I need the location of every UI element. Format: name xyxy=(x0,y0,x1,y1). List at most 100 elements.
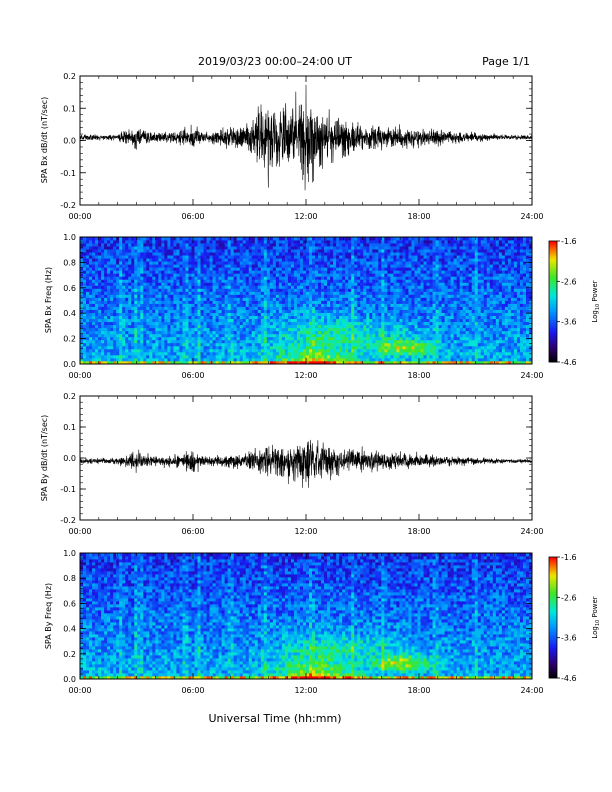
spectrogram-cell xyxy=(339,330,343,335)
spectrogram-cell xyxy=(293,240,298,244)
spectrogram-cell xyxy=(257,282,262,286)
spectrogram-cell xyxy=(263,270,268,274)
spectrogram-cell xyxy=(369,273,373,277)
spectrogram-cell xyxy=(248,354,253,359)
spectrogram-cell xyxy=(230,246,235,250)
spectrogram-cell xyxy=(312,282,316,286)
spectrogram-cell xyxy=(89,297,93,301)
spectrogram-cell xyxy=(128,240,132,244)
spectrogram-cell xyxy=(372,354,376,359)
spectrogram-cell xyxy=(110,252,114,256)
spectrogram-cell xyxy=(420,312,424,317)
spectrogram-cell xyxy=(348,357,352,362)
spectrogram-cell xyxy=(197,354,201,359)
spectrogram-cell xyxy=(324,240,328,244)
spectrogram-cell xyxy=(149,354,153,359)
spectrogram-cell xyxy=(197,285,201,289)
spectrogram-cell xyxy=(164,261,168,265)
spectrogram-cell xyxy=(309,258,313,262)
spectrogram-cell xyxy=(197,336,201,341)
spectrogram-cell xyxy=(327,360,331,365)
spectrogram-cell xyxy=(369,324,373,329)
spectrogram-cell xyxy=(357,300,361,304)
spectrogram-cell xyxy=(290,240,295,244)
spectrogram-cell xyxy=(233,270,238,274)
spectrogram-cell xyxy=(251,237,256,241)
spectrogram-cell xyxy=(384,297,388,301)
spectrogram-cell xyxy=(152,240,156,244)
spectrogram-cell xyxy=(239,261,244,265)
spectrogram-cell xyxy=(408,249,412,253)
spectrogram-cell xyxy=(203,306,207,310)
spectrogram-cell xyxy=(309,252,313,256)
spectrogram-cell xyxy=(426,315,430,320)
spectrogram-cell xyxy=(299,294,304,298)
spectrogram-cell xyxy=(260,360,265,365)
spectrogram-cell xyxy=(354,276,358,280)
spectrogram-cell xyxy=(375,336,379,341)
spectrogram-cell xyxy=(260,291,265,295)
spectrogram-cell xyxy=(245,360,250,365)
spectrogram-cell xyxy=(414,330,418,335)
spectrogram-cell xyxy=(266,270,271,274)
spectrogram-cell xyxy=(218,321,223,326)
spectrogram-cell xyxy=(230,270,235,274)
spectrogram-cell xyxy=(116,333,120,338)
spectrogram-cell xyxy=(200,309,204,313)
spectrogram-cell xyxy=(318,342,322,347)
spectrogram-cell xyxy=(236,333,241,338)
spectrogram-cell xyxy=(248,243,253,247)
spectrogram-cell xyxy=(218,315,223,320)
spectrogram-cell xyxy=(203,360,207,365)
spectrogram-cell xyxy=(393,357,397,362)
spectrogram-cell xyxy=(125,243,129,247)
spectrogram-cell xyxy=(278,300,283,304)
spectrogram-cell xyxy=(83,330,87,335)
spectrogram-cell xyxy=(188,297,192,301)
spectrogram-cell xyxy=(426,246,430,250)
spectrogram-cell xyxy=(206,318,210,323)
spectrogram-cell xyxy=(89,285,93,289)
spectrogram-cell xyxy=(215,327,220,332)
spectrogram-cell xyxy=(137,240,141,244)
spectrogram-cell xyxy=(131,321,135,326)
spectrogram-cell xyxy=(296,303,301,307)
spectrogram-cell xyxy=(408,354,412,359)
spectrogram-cell xyxy=(200,288,204,292)
spectrogram-cell xyxy=(134,285,138,289)
spectrogram-cell xyxy=(426,255,430,259)
spectrogram-cell xyxy=(86,273,90,277)
spectrogram-cell xyxy=(390,336,394,341)
spectrogram-cell xyxy=(354,261,358,265)
spectrogram-cell xyxy=(110,348,114,353)
spectrogram-cell xyxy=(254,321,259,326)
spectrogram-cell xyxy=(378,312,382,317)
spectrogram-cell xyxy=(266,312,271,317)
spectrogram-cell xyxy=(387,249,391,253)
spectrogram-cell xyxy=(339,324,343,329)
spectrogram-cell xyxy=(281,327,286,332)
spectrogram-cell xyxy=(369,336,373,341)
spectrogram-cell xyxy=(95,237,99,241)
spectrogram-cell xyxy=(315,333,319,338)
spectrogram-cell xyxy=(351,321,355,326)
spectrogram-cell xyxy=(333,309,337,313)
spectrogram-cell xyxy=(327,324,331,329)
spectrogram-cell xyxy=(387,291,391,295)
spectrogram-cell xyxy=(224,324,229,329)
spectrogram-cell xyxy=(402,342,406,347)
spectrogram-cell xyxy=(188,342,192,347)
spectrogram-cell xyxy=(245,279,250,283)
spectrogram-cell xyxy=(399,261,403,265)
spectrogram-cell xyxy=(122,237,126,241)
spectrogram-cell xyxy=(396,321,400,326)
spectrogram-cell xyxy=(290,300,295,304)
spectrogram-cell xyxy=(363,318,367,323)
spectrogram-cell xyxy=(83,345,87,350)
spectrogram-cell xyxy=(278,348,283,353)
spectrogram-cell xyxy=(342,327,346,332)
spectrogram-cell xyxy=(399,243,403,247)
spectrogram-cell xyxy=(263,252,268,256)
spectrogram-cell xyxy=(351,282,355,286)
spectrogram-cell xyxy=(131,342,135,347)
